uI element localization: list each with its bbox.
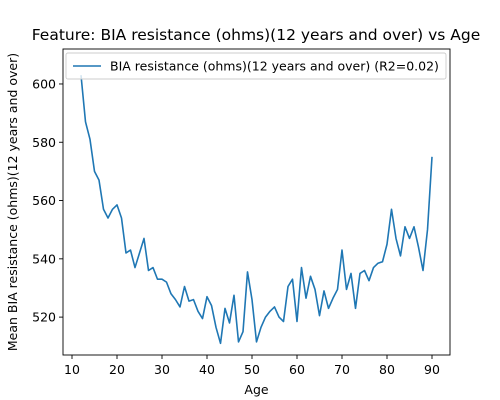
- axes-frame: [62, 48, 451, 356]
- y-tick-label: 600: [32, 76, 56, 91]
- chart-title: Feature: BIA resistance (ohms)(12 years …: [32, 26, 481, 44]
- x-tick-label: 70: [334, 362, 350, 377]
- x-tick-label: 30: [154, 362, 170, 377]
- x-axis-label: Age: [244, 382, 268, 397]
- legend: BIA resistance (ohms)(12 years and over)…: [65, 52, 447, 80]
- x-axis-ticks: 10 20 30 40 50 60 70 80 90: [64, 355, 440, 377]
- x-tick-label: 50: [244, 362, 260, 377]
- plot-area: [80, 75, 433, 345]
- legend-entry-label: BIA resistance (ohms)(12 years and over)…: [110, 59, 439, 74]
- x-tick-label: 60: [289, 362, 305, 377]
- series-line: [80, 75, 433, 345]
- y-tick-label: 560: [32, 193, 56, 208]
- y-tick-label: 520: [32, 310, 56, 325]
- y-axis-ticks: 520 540 560 580 600: [32, 76, 63, 325]
- y-tick-label: 580: [32, 135, 56, 150]
- x-tick-label: 20: [109, 362, 125, 377]
- legend-box: [65, 52, 447, 80]
- x-tick-label: 40: [199, 362, 215, 377]
- y-axis-label: Mean BIA resistance (ohms)(12 years and …: [5, 53, 20, 351]
- x-tick-label: 90: [424, 362, 440, 377]
- y-tick-label: 540: [32, 251, 56, 266]
- x-tick-label: 10: [64, 362, 80, 377]
- x-tick-label: 80: [379, 362, 395, 377]
